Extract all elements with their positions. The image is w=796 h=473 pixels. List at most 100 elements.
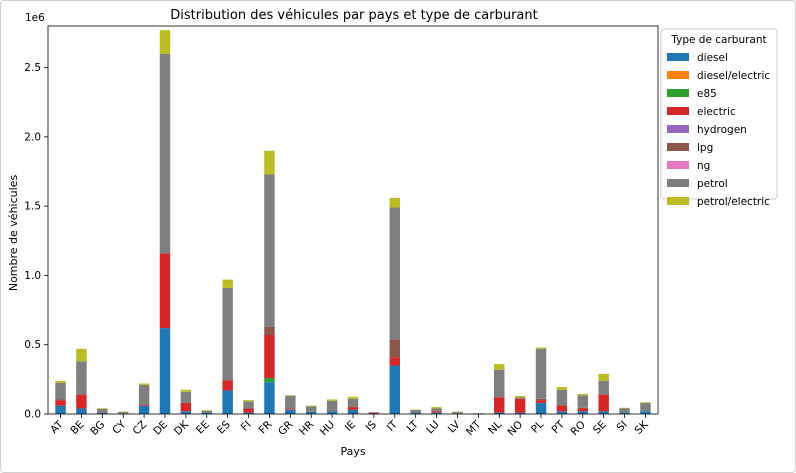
x-tick-label-FR: FR (257, 419, 275, 437)
bar-segment-DE-petrol-electric (160, 30, 170, 54)
x-tick-label-LT: LT (405, 418, 422, 435)
x-tick-label-NL: NL (486, 419, 504, 437)
bar-segment-ES-petrol (222, 288, 232, 379)
legend-label-ng: ng (697, 160, 710, 172)
bar-segment-BG-petrol (97, 409, 107, 412)
chart-title: Distribution des véhicules par pays et t… (170, 8, 537, 23)
bar-segment-SE-petrol-electric (598, 374, 608, 381)
x-tick-label-BE: BE (68, 419, 86, 437)
bar-segment-GR-diesel (285, 410, 295, 414)
x-tick-label-EE: EE (194, 419, 212, 437)
bar-segment-IT-petrol-electric (390, 198, 400, 208)
bar-segment-GR-petrol (285, 396, 295, 408)
bar-segment-NO-petrol-electric (515, 396, 525, 397)
x-tick-label-IT: IT (385, 418, 401, 434)
bar-segment-DE-petrol (160, 54, 170, 254)
bar-segment-NL-electric (494, 397, 504, 412)
bar-segment-SE-petrol (598, 381, 608, 395)
bar-segment-ES-lpg (222, 379, 232, 380)
bar-segment-DK-petrol (181, 392, 191, 403)
legend-swatch-diesel (667, 53, 689, 61)
bar-segment-LU-petrol (431, 408, 441, 411)
legend-swatch-electric (667, 107, 689, 115)
bar-segment-SE-electric (598, 395, 608, 412)
bar-segment-AT-diesel (55, 406, 65, 414)
bar-segment-HR-petrol (306, 406, 316, 412)
bar-segment-IS-electric (369, 413, 379, 414)
bar-segment-PL-petrol (536, 349, 546, 399)
legend-swatch-e85 (667, 89, 689, 97)
x-tick-label-HU: HU (318, 419, 338, 439)
legend: Type de carburant diesel diesel/electric e8… (661, 29, 777, 208)
bar-segment-PT-petrol-electric (557, 387, 567, 390)
x-tick-label-FI: FI (239, 419, 254, 434)
y-tick-label: 0.0 (24, 409, 41, 421)
bar-segment-ES-electric (222, 381, 232, 391)
bar-segment-FR-e85 (264, 378, 274, 382)
bar-segment-BE-diesel (76, 408, 86, 414)
bar-segment-RO-petrol (578, 395, 588, 407)
bar-segment-HU-diesel (327, 411, 337, 414)
legend-label-petrol: petrol (697, 178, 728, 190)
bar-segment-RO-lpg (578, 408, 588, 409)
legend-label-diesel: diesel (697, 52, 728, 64)
legend-label-hydrogen: hydrogen (697, 124, 747, 136)
bar-segment-BE-petrol (76, 361, 86, 394)
bar-segment-HU-lpg (327, 411, 337, 412)
bar-segment-IE-petrol-electric (348, 397, 358, 399)
bar-segment-BE-electric (76, 395, 86, 409)
bar-segment-AT-petrol-electric (55, 381, 65, 383)
bar-segment-NO-petrol (515, 397, 525, 398)
bar-segment-NL-petrol (494, 370, 504, 398)
bar-segment-SK-diesel (640, 411, 650, 414)
bar-segment-FR-petrol-electric (264, 151, 274, 175)
legend-label-diesel-electric: diesel/electric (697, 70, 770, 82)
bar-segment-IE-petrol (348, 399, 358, 407)
bar-segment-FI-petrol (243, 402, 253, 409)
bar-segment-HU-petrol-electric (327, 399, 337, 400)
bar-segment-AT-petrol (55, 383, 65, 400)
bar-segment-DE-electric (160, 253, 170, 328)
legend-swatch-diesel-electric (667, 71, 689, 79)
x-tick-label-MT: MT (464, 418, 484, 438)
bar-segment-SK-petrol (640, 403, 650, 411)
x-tick-label-LV: LV (446, 418, 463, 435)
legend-swatch-petrol-electric (667, 197, 689, 205)
bar-segment-LT-petrol (410, 410, 420, 413)
axes-group: 0.00.51.01.52.02.5AT BE BG CY CZ DE DK EE ES FI FR… (24, 26, 658, 439)
bar-segment-PL-diesel (536, 403, 546, 414)
bar-segment-BG-lpg (97, 412, 107, 413)
bar-segment-BE-petrol-electric (76, 349, 86, 361)
legend-swatch-hydrogen (667, 125, 689, 133)
bar-segment-FI-petrol-electric (243, 400, 253, 401)
x-tick-label-SK: SK (633, 418, 652, 437)
x-tick-label-RO: RO (568, 419, 587, 438)
y-offset-label: 1e6 (25, 12, 45, 24)
x-tick-label-DE: DE (151, 419, 170, 438)
bars-group (55, 30, 650, 414)
legend-label-petrol-electric: petrol/electric (697, 196, 770, 208)
legend-swatch-petrol (667, 179, 689, 187)
bar-segment-DE-diesel (160, 328, 170, 414)
legend-swatch-ng (667, 161, 689, 169)
bar-segment-PT-diesel (557, 411, 567, 414)
legend-label-electric: electric (697, 106, 736, 118)
bar-segment-LV-petrol-electric (452, 412, 462, 413)
bar-segment-RO-petrol-electric (578, 394, 588, 395)
legend-label-e85: e85 (697, 88, 717, 100)
x-tick-label-IE: IE (343, 419, 358, 434)
legend-label-lpg: lpg (697, 142, 713, 154)
bar-segment-IT-petrol (390, 208, 400, 340)
bar-segment-CZ-petrol-electric (139, 384, 149, 385)
bar-segment-LT-petrol-electric (410, 410, 420, 411)
bar-segment-NL-petrol-electric (494, 364, 504, 370)
bar-segment-SI-petrol (619, 408, 629, 412)
bar-segment-GR-petrol-electric (285, 395, 295, 396)
y-tick-label: 2.5 (24, 62, 41, 74)
bar-segment-PT-lpg (557, 405, 567, 406)
bar-segment-SI-petrol-electric (619, 408, 629, 409)
bar-segment-PT-petrol (557, 390, 567, 405)
bar-segment-IE-electric (348, 407, 358, 410)
x-tick-label-DK: DK (172, 418, 192, 438)
